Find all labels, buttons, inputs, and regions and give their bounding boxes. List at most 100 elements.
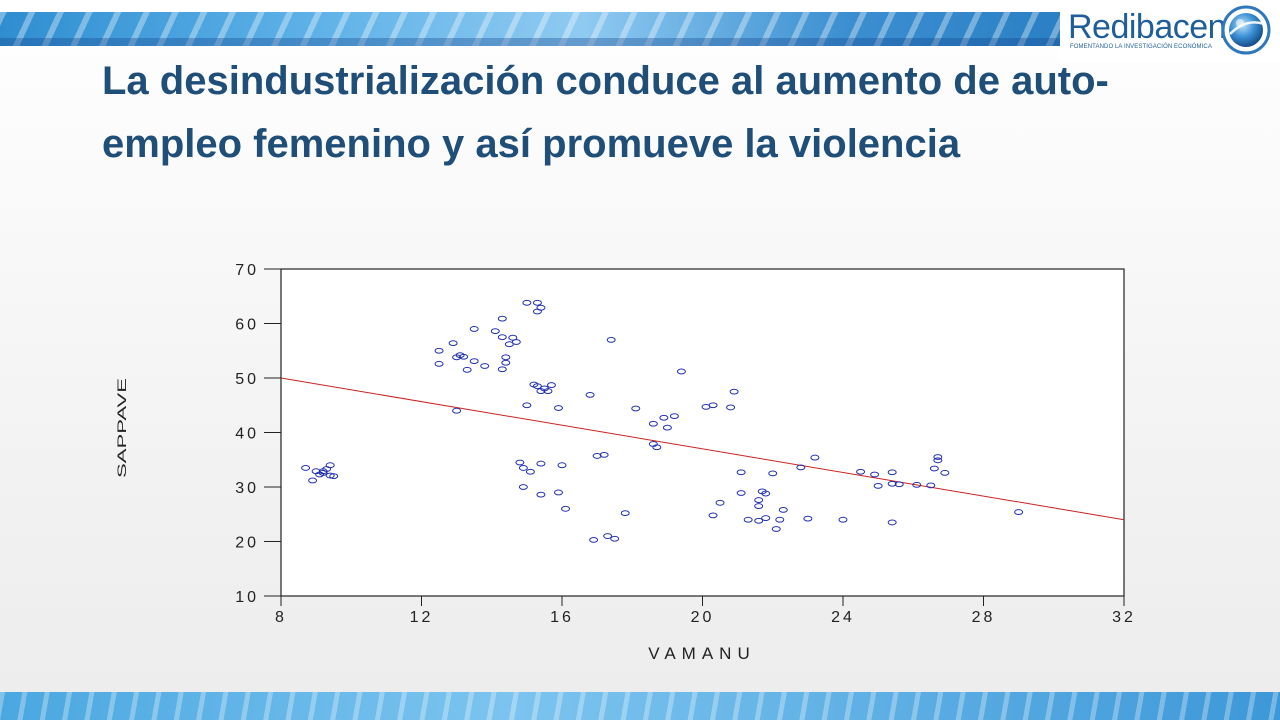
x-tick-label: 16 xyxy=(550,609,574,626)
redibacen-logo: Redibacen FOMENTANDO LA INVESTIGACIÓN EC… xyxy=(1060,0,1280,62)
scatter-point xyxy=(536,388,546,394)
scatter-point xyxy=(708,402,718,409)
logo-text: Redibacen xyxy=(1068,8,1227,46)
scatter-point xyxy=(620,510,630,517)
y-axis: 10 20 30 40 50 60 70 xyxy=(235,262,281,606)
y-axis-title: SAPPAVE xyxy=(115,378,129,478)
x-tick-label: 28 xyxy=(972,609,996,626)
scatter-point xyxy=(873,483,883,489)
scatter-point xyxy=(434,347,444,354)
scatter-point xyxy=(803,515,813,522)
scatter-point xyxy=(761,515,771,521)
scatter-point xyxy=(715,499,725,506)
scatter-point xyxy=(329,473,339,480)
scatter-point xyxy=(659,414,669,421)
scatter-point xyxy=(838,516,848,523)
regression-line xyxy=(280,377,1125,521)
scatter-point xyxy=(736,490,746,496)
scatter-point xyxy=(754,517,764,524)
scatter-point xyxy=(553,489,563,496)
x-tick-label: 12 xyxy=(410,609,434,626)
data-points xyxy=(301,299,1024,543)
scatter-point xyxy=(856,468,866,475)
scatter-point xyxy=(887,480,897,487)
y-tick-label: 20 xyxy=(235,535,259,552)
scatter-point xyxy=(771,526,781,532)
scatter-point xyxy=(497,334,507,341)
scatter-point xyxy=(676,368,686,375)
scatter-point xyxy=(631,405,641,412)
scatter-point xyxy=(546,382,556,388)
scatter-point xyxy=(536,491,546,498)
scatter-point xyxy=(434,360,444,367)
scatter-point xyxy=(894,481,904,488)
top-decorative-band xyxy=(0,12,1060,46)
scatter-point xyxy=(1014,509,1024,515)
scatter-point xyxy=(603,533,613,539)
x-axis: 8 12 16 20 24 28 32 xyxy=(275,596,1133,626)
scatter-point xyxy=(501,359,511,366)
scatter-point xyxy=(708,512,718,519)
scatter-point xyxy=(940,469,950,476)
scatter-point xyxy=(459,353,469,360)
bottom-decorative-band xyxy=(0,692,1280,720)
scatter-point xyxy=(743,516,753,523)
y-tick-label: 40 xyxy=(235,426,259,443)
scatter-point xyxy=(522,402,532,409)
x-tick-label: 20 xyxy=(691,609,715,626)
scatter-point xyxy=(543,388,553,394)
scatter-point xyxy=(796,464,806,471)
scatter-point xyxy=(775,516,785,523)
scatter-point xyxy=(887,469,897,476)
scatter-point xyxy=(929,465,939,472)
scatter-point xyxy=(933,457,943,464)
y-tick-label: 70 xyxy=(235,262,259,279)
scatter-point xyxy=(561,505,571,512)
scatter-point xyxy=(648,420,658,427)
y-tick-label: 10 xyxy=(235,589,259,606)
scatter-point xyxy=(810,454,820,461)
scatter-point xyxy=(599,451,609,458)
scatter-point xyxy=(318,468,328,475)
scatter-point xyxy=(557,462,567,469)
logo-tagline: FOMENTANDO LA INVESTIGACIÓN ECONÓMICA xyxy=(1070,44,1212,50)
scatter-point xyxy=(754,503,764,509)
scatter-point xyxy=(736,469,746,476)
scatter-point xyxy=(497,366,507,373)
scatter-point xyxy=(652,444,662,451)
scatter-point xyxy=(669,413,679,420)
scatter-point xyxy=(515,459,525,466)
scatter-point xyxy=(592,453,602,459)
scatter-point xyxy=(525,468,535,475)
scatter-point xyxy=(589,536,599,543)
scatter-point xyxy=(490,328,500,335)
y-tick-label: 30 xyxy=(235,480,259,497)
scatter-point xyxy=(933,454,943,460)
scatter-point xyxy=(480,363,490,369)
scatter-point xyxy=(532,299,542,306)
scatter-point xyxy=(301,465,311,471)
scatter-point xyxy=(462,366,472,373)
scatter-point xyxy=(518,465,528,471)
scatter-point xyxy=(553,405,563,411)
scatter-point xyxy=(768,470,778,477)
scatter-point xyxy=(501,354,511,361)
scatter-point xyxy=(754,497,764,503)
scatter-point xyxy=(522,299,532,306)
scatter-point xyxy=(912,481,922,488)
x-tick-label: 24 xyxy=(831,609,855,626)
scatter-point xyxy=(511,339,521,345)
scatter-point xyxy=(452,407,462,414)
scatter-point xyxy=(518,484,528,490)
scatter-point xyxy=(729,388,739,395)
scatter-point xyxy=(469,326,479,332)
y-tick-label: 60 xyxy=(235,317,259,334)
scatter-point xyxy=(585,391,595,398)
scatter-point xyxy=(662,424,672,431)
scatter-point xyxy=(610,535,620,542)
x-tick-label: 8 xyxy=(275,609,287,626)
scatter-point xyxy=(778,506,788,513)
scatter-point xyxy=(536,304,546,311)
scatter-point xyxy=(469,358,479,365)
